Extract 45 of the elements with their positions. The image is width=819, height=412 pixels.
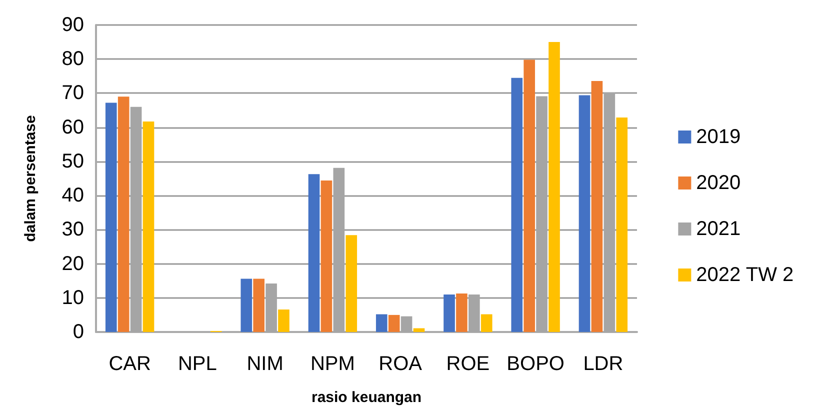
- x-tick-label: ROA: [378, 353, 423, 375]
- x-tick-label: NPL: [178, 353, 217, 375]
- legend-label: 2020: [696, 172, 741, 194]
- bar: [320, 180, 332, 332]
- legend-label: 2022 TW 2: [696, 264, 794, 286]
- x-tick-label: BOPO: [506, 353, 564, 375]
- legend-label: 2021: [696, 218, 741, 240]
- bar: [388, 314, 400, 332]
- x-tick-label: LDR: [583, 353, 624, 375]
- y-tick-label: 50: [62, 150, 84, 172]
- y-tick-label: 10: [62, 286, 84, 309]
- bar: [346, 235, 358, 332]
- bar: [591, 80, 603, 332]
- y-tick-label: 60: [62, 116, 84, 138]
- y-tick-label: 30: [62, 218, 84, 241]
- bar: [548, 42, 560, 332]
- x-tick-label: NIM: [246, 353, 284, 375]
- bar: [105, 102, 117, 332]
- bar: [524, 60, 535, 332]
- bar: [511, 78, 523, 332]
- x-axis-title: rasio keuangan: [311, 389, 422, 406]
- bar: [308, 174, 320, 332]
- y-tick-label: 70: [62, 82, 84, 104]
- bar: [240, 278, 252, 332]
- x-tick-label: CAR: [108, 353, 151, 375]
- bar: [413, 328, 425, 332]
- bar: [616, 117, 628, 332]
- bar: [444, 294, 455, 332]
- y-tick-label: 80: [62, 48, 84, 70]
- bar: [278, 309, 290, 332]
- bar: [578, 95, 590, 332]
- bar: [142, 122, 154, 332]
- x-tick-label: ROE: [446, 353, 490, 375]
- y-axis-title: dalam persentase: [22, 115, 39, 242]
- legend-label: 2019: [696, 126, 741, 148]
- y-tick-label: 20: [62, 252, 84, 275]
- bar: [480, 314, 492, 332]
- bar: [456, 293, 468, 332]
- bar: [118, 96, 130, 332]
- x-tick-label: NPM: [310, 353, 355, 375]
- bar: [253, 278, 264, 332]
- bar: [376, 314, 388, 332]
- y-tick-label: 40: [62, 184, 84, 207]
- y-tick-label: 0: [72, 321, 84, 343]
- y-tick-label: 90: [62, 14, 84, 36]
